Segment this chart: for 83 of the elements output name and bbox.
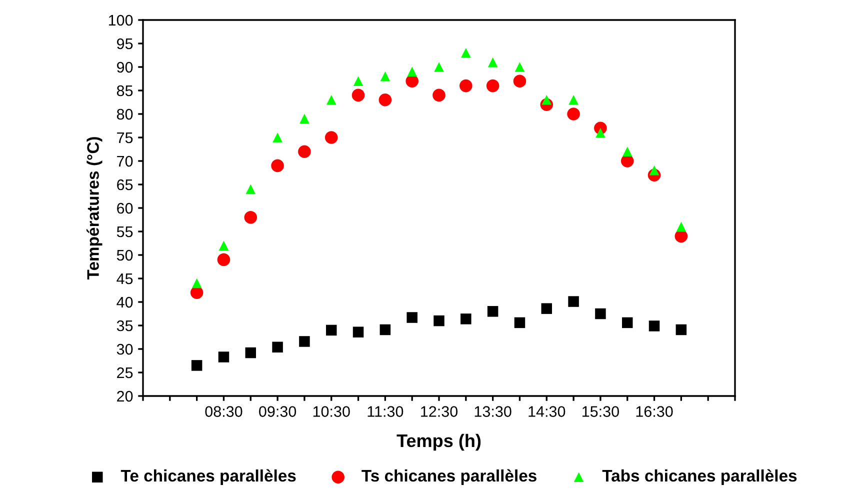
y-tick-label: 65 (117, 179, 133, 190)
y-tick-label: 45 (116, 274, 133, 284)
x-tick-label: 12:30 (421, 406, 458, 417)
x-tick-label: 11:30 (368, 406, 404, 417)
point (674, 230, 688, 243)
point (352, 88, 365, 102)
point (622, 317, 633, 328)
point (432, 88, 446, 102)
point (324, 131, 338, 144)
point (487, 306, 498, 317)
point (513, 74, 526, 88)
y-axis-title: Températures (°C) (86, 137, 102, 280)
point (352, 326, 364, 338)
point (272, 132, 282, 142)
point (461, 48, 471, 58)
point (272, 342, 283, 352)
x-tick-label: 08:30 (205, 406, 242, 417)
point (568, 94, 578, 105)
y-tick-label: 100 (108, 14, 133, 26)
x-tick-label: 10:30 (313, 406, 350, 417)
y-tick-label: 20 (117, 390, 133, 402)
x-tick-label: 14:30 (528, 406, 566, 417)
x-tick-label: 15:30 (582, 406, 619, 417)
point (567, 108, 580, 120)
point (380, 71, 390, 82)
point (406, 312, 418, 323)
point (649, 165, 660, 176)
point (191, 360, 202, 371)
y-tick-label: 90 (117, 62, 133, 73)
legend-label: Ts chicanes parallèles (362, 469, 536, 485)
legend-label: Te chicanes parallèles (120, 469, 296, 485)
point (218, 240, 229, 251)
y-tick-label: 50 (116, 250, 133, 261)
point (596, 128, 606, 138)
point (380, 324, 391, 336)
point (298, 145, 311, 158)
y-tick-label: 35 (116, 320, 133, 332)
point (542, 94, 552, 105)
y-tick-label: 40 (116, 296, 133, 308)
point (244, 211, 258, 224)
y-tick-label: 75 (117, 132, 133, 144)
point (192, 278, 202, 288)
point (300, 114, 310, 124)
point (217, 253, 230, 266)
point (326, 324, 337, 336)
point (326, 94, 336, 105)
point (460, 79, 472, 92)
point (407, 66, 417, 77)
point (595, 308, 606, 320)
point (434, 62, 444, 72)
point (299, 336, 310, 347)
point (245, 347, 256, 358)
x-axis-title: Temps (h) (396, 434, 481, 451)
y-tick-label: 85 (116, 85, 133, 96)
point (218, 352, 230, 362)
y-tick-label: 80 (116, 108, 133, 120)
point (434, 315, 444, 326)
point (541, 303, 552, 314)
x-tick-label: 13:30 (474, 406, 512, 417)
point (676, 324, 687, 336)
x-tick-label: 09:30 (259, 406, 296, 417)
point (246, 184, 256, 194)
point (488, 57, 498, 68)
point (568, 296, 579, 307)
point (648, 320, 660, 332)
point (676, 222, 686, 232)
point (353, 76, 364, 86)
point (622, 146, 632, 157)
y-tick-label: 70 (117, 156, 133, 167)
x-tick-label: 16:30 (636, 406, 673, 417)
point (190, 286, 204, 299)
point (271, 159, 284, 172)
point (514, 62, 525, 72)
y-tick-label: 95 (117, 38, 133, 50)
y-tick-label: 30 (116, 344, 133, 355)
legend-label: Tabs chicanes parallèles (602, 469, 797, 485)
y-tick-label: 60 (117, 202, 133, 214)
point (486, 79, 500, 92)
point (460, 314, 472, 324)
y-tick-label: 25 (117, 367, 133, 378)
point (514, 317, 526, 328)
point (378, 94, 392, 106)
y-tick-label: 55 (116, 226, 133, 238)
